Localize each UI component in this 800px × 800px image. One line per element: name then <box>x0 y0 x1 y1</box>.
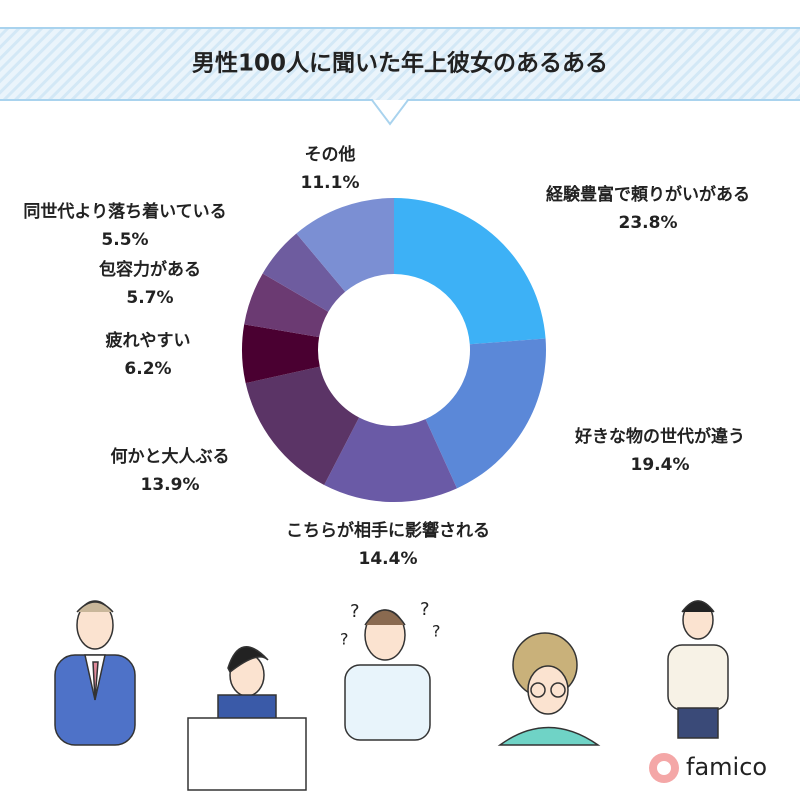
svg-text:?: ? <box>420 599 430 620</box>
brand-icon-inner <box>657 761 671 775</box>
donut-segment <box>245 366 360 485</box>
value-label: 14.4% <box>359 549 418 569</box>
value-label: 13.9% <box>141 475 200 495</box>
value-label: 6.2% <box>124 359 171 379</box>
category-label: 包容力がある <box>99 259 201 280</box>
svg-text:?: ? <box>350 601 360 622</box>
title-banner <box>0 27 800 126</box>
svg-text:?: ? <box>432 622 441 641</box>
donut-segment <box>242 324 320 384</box>
svg-text:?: ? <box>340 630 349 649</box>
illustrations: ?? ?? <box>54 599 729 791</box>
category-label: 何かと大人ぶる <box>111 446 230 467</box>
value-label: 23.8% <box>619 213 678 233</box>
value-label: 5.5% <box>101 230 148 250</box>
donut <box>242 198 547 502</box>
category-label: 疲れやすい <box>106 330 191 351</box>
donut-segment <box>394 198 546 345</box>
value-label: 11.1% <box>301 173 360 193</box>
category-label: その他 <box>305 144 356 165</box>
donut-segment <box>244 273 329 338</box>
category-label: 同世代より落ち着いている <box>23 201 226 222</box>
category-label: 好きな物の世代が違う <box>574 426 745 447</box>
value-label: 5.7% <box>126 288 173 308</box>
donut-segment <box>425 338 547 489</box>
value-label: 19.4% <box>631 455 690 475</box>
donut-segment <box>262 233 346 312</box>
donut-segment <box>324 417 457 502</box>
donut-segment <box>296 198 394 292</box>
brand-logo: famico <box>686 753 767 781</box>
labels: 経験豊富で頼りがいがある 23.8% 好きな物の世代が違う 19.4% こちらが相手に影… <box>23 144 750 569</box>
category-label: 経験豊富で頼りがいがある <box>546 184 750 205</box>
category-label: こちらが相手に影響される <box>286 520 490 541</box>
chart-title: 男性100人に聞いた年上彼女のあるある <box>192 50 608 77</box>
